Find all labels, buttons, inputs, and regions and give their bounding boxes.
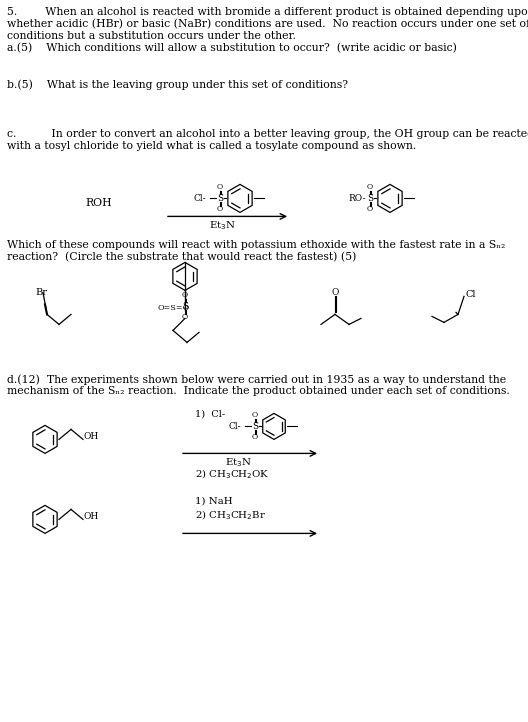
Text: with a tosyl chloride to yield what is called a tosylate compound as shown.: with a tosyl chloride to yield what is c… xyxy=(7,142,416,152)
Text: Br: Br xyxy=(35,288,47,297)
Text: reaction?  (Circle the substrate that would react the fastest) (5): reaction? (Circle the substrate that wou… xyxy=(7,253,356,263)
Text: ROH: ROH xyxy=(85,199,111,209)
Text: 2) CH$_3$CH$_2$Br: 2) CH$_3$CH$_2$Br xyxy=(195,508,266,522)
Text: O: O xyxy=(331,288,338,297)
Text: S: S xyxy=(182,302,188,311)
Text: O: O xyxy=(252,433,258,441)
Text: whether acidic (HBr) or basic (NaBr) conditions are used.  No reaction occurs un: whether acidic (HBr) or basic (NaBr) con… xyxy=(7,19,528,30)
Text: a.(5)    Which conditions will allow a substitution to occur?  (write acidic or : a.(5) Which conditions will allow a subs… xyxy=(7,43,457,53)
Text: c.          In order to convert an alcohol into a better leaving group, the OH g: c. In order to convert an alcohol into a… xyxy=(7,129,528,139)
Text: 2) CH$_3$CH$_2$OK: 2) CH$_3$CH$_2$OK xyxy=(195,467,270,481)
Text: 1)  Cl-: 1) Cl- xyxy=(195,409,225,419)
Text: O: O xyxy=(182,292,188,300)
Text: RO-: RO- xyxy=(348,194,366,203)
Text: Cl-: Cl- xyxy=(229,422,241,431)
Text: O: O xyxy=(367,183,373,191)
Text: 1) NaH: 1) NaH xyxy=(195,497,233,505)
Text: d.(12)  The experiments shown below were carried out in 1935 as a way to underst: d.(12) The experiments shown below were … xyxy=(7,375,506,385)
Text: S: S xyxy=(217,194,223,203)
Text: O=S=O: O=S=O xyxy=(157,305,189,313)
Text: Et$_3$N: Et$_3$N xyxy=(225,456,252,469)
Text: O: O xyxy=(182,313,188,321)
Text: S: S xyxy=(252,422,258,431)
Text: O: O xyxy=(252,412,258,419)
Text: Et$_3$N: Et$_3$N xyxy=(209,219,235,232)
Text: OH: OH xyxy=(84,432,99,441)
Text: Cl: Cl xyxy=(466,290,476,299)
Text: mechanism of the Sₙ₂ reaction.  Indicate the product obtained under each set of : mechanism of the Sₙ₂ reaction. Indicate … xyxy=(7,386,510,396)
Text: O: O xyxy=(217,205,223,214)
Text: S: S xyxy=(367,194,373,203)
Text: conditions but a substitution occurs under the other.: conditions but a substitution occurs und… xyxy=(7,31,296,41)
Text: b.(5)    What is the leaving group under this set of conditions?: b.(5) What is the leaving group under th… xyxy=(7,79,348,90)
Text: Cl-: Cl- xyxy=(193,194,206,203)
Text: OH: OH xyxy=(84,512,99,521)
Text: O: O xyxy=(217,183,223,191)
Text: Which of these compounds will react with potassium ethoxide with the fastest rat: Which of these compounds will react with… xyxy=(7,240,505,251)
Text: O: O xyxy=(367,205,373,214)
Text: 5.        When an alcohol is reacted with bromide a different product is obtaine: 5. When an alcohol is reacted with bromi… xyxy=(7,7,528,17)
